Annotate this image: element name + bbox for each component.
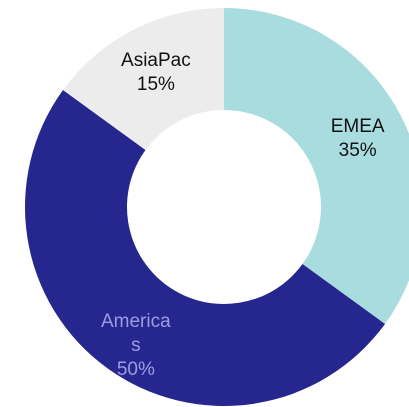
donut-slice (224, 8, 409, 324)
value-label: 50% (116, 359, 155, 381)
value-label: 15% (136, 74, 175, 96)
category-label: Americas (100, 311, 171, 357)
slice-label: AsiaPac 15% (119, 49, 193, 97)
slice-label: Americas 50% (99, 310, 173, 382)
slice-label: EMEA 35% (321, 115, 395, 163)
category-label: EMEA (330, 115, 385, 137)
value-label: 35% (338, 139, 377, 161)
category-label: AsiaPac (121, 50, 191, 72)
donut-slice (63, 8, 225, 150)
donut-slice (24, 90, 385, 407)
